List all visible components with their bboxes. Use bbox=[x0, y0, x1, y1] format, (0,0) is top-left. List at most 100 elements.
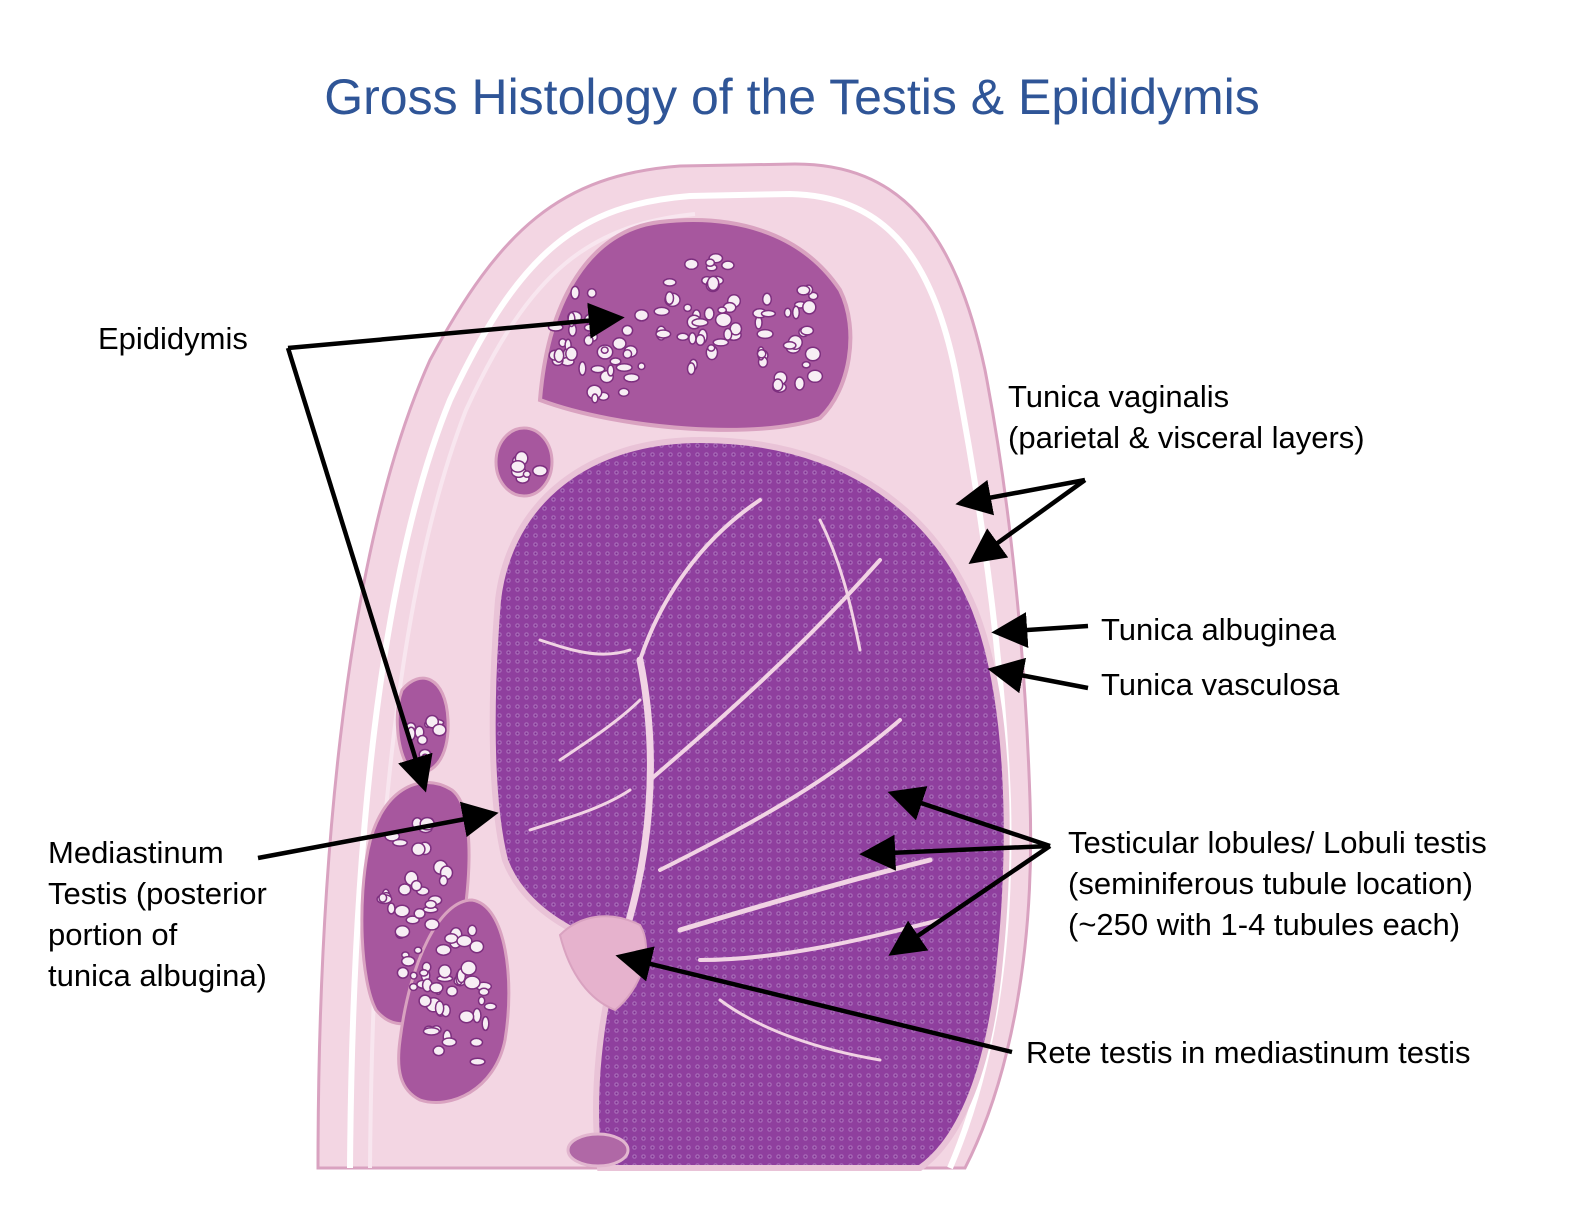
tubule-lumen bbox=[583, 323, 596, 332]
tubule-lumen bbox=[432, 723, 447, 737]
tubule-lumen bbox=[796, 284, 811, 296]
tubule-lumen bbox=[617, 387, 630, 397]
label-mediastinum-line1: Mediastinum bbox=[48, 835, 224, 870]
slide-title: Gross Histology of the Testis & Epididym… bbox=[324, 69, 1260, 125]
arrow-albuginea bbox=[991, 612, 1089, 649]
arrow-epididymis-tail bbox=[285, 347, 433, 793]
tubule-lumen bbox=[756, 348, 767, 359]
tubule-lumen bbox=[706, 275, 720, 292]
tubule-lumen bbox=[634, 308, 650, 322]
tubule-lumen bbox=[655, 329, 672, 339]
tubule-lumen bbox=[686, 362, 696, 376]
label-lobules-line3: (~250 with 1-4 tubules each) bbox=[1068, 907, 1461, 942]
tubule-lumen bbox=[429, 981, 444, 994]
tubule-lumen bbox=[637, 362, 646, 371]
tubule-lumen bbox=[413, 946, 423, 955]
tubule-lumen bbox=[801, 360, 811, 369]
tubule-lumen bbox=[467, 924, 478, 937]
tubule-lumen bbox=[791, 305, 801, 320]
tubule-lumen bbox=[472, 1007, 482, 1024]
label-tunica-albuginea: Tunica albuginea bbox=[1101, 612, 1336, 647]
tubule-lumen bbox=[469, 1057, 486, 1066]
tubule-lumen bbox=[761, 292, 773, 306]
vessel-bottom bbox=[566, 1132, 630, 1168]
tubule-lumen bbox=[609, 357, 622, 366]
pointer-arrows bbox=[257, 302, 1089, 1055]
tubule-lumen bbox=[723, 327, 733, 341]
arrow-lobule-2 bbox=[859, 834, 1051, 871]
tubule-lumen bbox=[802, 299, 817, 315]
tubule-lumen bbox=[424, 899, 437, 910]
tubule-lumen bbox=[570, 285, 580, 300]
tubule-lumen bbox=[478, 987, 490, 997]
tubule-lumen bbox=[418, 994, 432, 1008]
tubule-lumen bbox=[477, 995, 486, 1006]
tubule-lumen bbox=[621, 324, 634, 337]
tubule-lumen bbox=[394, 904, 411, 918]
tubule-lumen bbox=[712, 338, 730, 347]
tubule-lumen bbox=[622, 349, 633, 359]
epididymis-tail-lumens bbox=[376, 450, 548, 1066]
tubule-lumen bbox=[392, 838, 408, 847]
label-lobules: Testicular lobules/ Lobuli testis (semin… bbox=[1068, 822, 1487, 945]
tubule-lumen bbox=[435, 943, 452, 956]
label-mediastinum-line3: portion of bbox=[48, 917, 178, 952]
tubule-lumen bbox=[676, 332, 690, 342]
tubule-lumen bbox=[396, 966, 410, 979]
tubule-lumen bbox=[460, 960, 477, 976]
label-tunica-vaginalis-line1: Tunica vaginalis bbox=[1008, 379, 1230, 414]
tubule-lumen bbox=[760, 309, 777, 318]
label-mediastinum: Mediastinum Testis (posterior portion of… bbox=[48, 832, 267, 996]
tubule-lumen bbox=[400, 955, 416, 967]
tubule-lumen bbox=[688, 332, 697, 345]
tubule-lumen bbox=[782, 341, 797, 350]
tubule-lumen bbox=[441, 1037, 458, 1047]
arrow-vaginalis-visceral bbox=[968, 478, 1087, 564]
tubule-lumen bbox=[408, 982, 419, 992]
tubule-lumen bbox=[422, 1027, 441, 1036]
tubule-lumen bbox=[411, 842, 426, 857]
label-tunica-vasculosa: Tunica vasculosa bbox=[1101, 667, 1340, 702]
tubule-lumen bbox=[394, 925, 411, 939]
tubule-lumen bbox=[553, 348, 565, 363]
tubule-lumen bbox=[600, 346, 609, 354]
tubule-lumen bbox=[804, 346, 822, 362]
tubule-lumen bbox=[714, 312, 733, 328]
tubule-lumen bbox=[522, 470, 532, 478]
label-lobules-line1: Testicular lobules/ Lobuli testis bbox=[1068, 825, 1487, 860]
label-tunica-vaginalis: Tunica vaginalis (parietal & visceral la… bbox=[1008, 376, 1365, 458]
tubule-lumen bbox=[695, 333, 706, 347]
arrow-epididymis-head bbox=[287, 302, 625, 351]
tubule-lumen bbox=[458, 1009, 475, 1024]
tubule-lumen bbox=[410, 879, 423, 892]
tubule-lumen bbox=[684, 258, 699, 271]
tubule-lumen bbox=[703, 306, 715, 321]
tubule-lumen bbox=[800, 325, 815, 336]
arrow-vaginalis-parietal bbox=[955, 477, 1086, 516]
tubule-lumen bbox=[623, 372, 640, 383]
label-mediastinum-line4: tunica albugina) bbox=[48, 958, 267, 993]
tubule-lumen bbox=[783, 307, 792, 318]
tubule-lumen bbox=[456, 934, 473, 948]
tubule-lumen bbox=[409, 971, 418, 980]
tubule-lumen bbox=[378, 892, 388, 903]
tubule-lumen bbox=[590, 364, 606, 374]
tubule-lumen bbox=[794, 376, 806, 391]
tubule-lumen bbox=[424, 918, 440, 931]
tubule-lumen bbox=[469, 1037, 484, 1048]
tubule-lumen bbox=[469, 939, 485, 954]
tubule-lumen bbox=[413, 907, 426, 920]
label-rete-testis: Rete testis in mediastinum testis bbox=[1026, 1035, 1471, 1070]
tubule-lumen bbox=[445, 985, 459, 997]
tubule-lumen bbox=[386, 902, 396, 915]
tubule-lumen bbox=[683, 303, 693, 313]
tubule-lumen bbox=[691, 318, 709, 327]
arrow-vasculosa bbox=[987, 657, 1089, 694]
tubule-lumen bbox=[653, 306, 670, 317]
tubule-lumen bbox=[397, 883, 412, 896]
label-tunica-vaginalis-line2: (parietal & visceral layers) bbox=[1008, 420, 1365, 455]
epididymis-upper-left bbox=[395, 676, 450, 774]
arrow-lobule-1 bbox=[887, 786, 1051, 849]
tubule-lumen bbox=[705, 258, 716, 268]
